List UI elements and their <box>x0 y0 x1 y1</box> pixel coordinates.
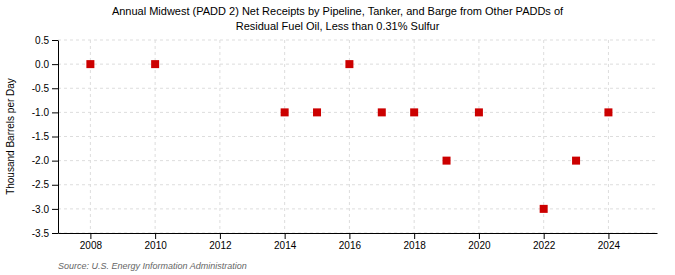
y-tick-mark <box>52 233 58 234</box>
x-tick-mark <box>349 233 350 239</box>
x-tick-label: 2012 <box>209 240 232 251</box>
x-tick-label: 2008 <box>80 240 103 251</box>
y-axis-title: Thousand Barrels per Day <box>5 78 16 195</box>
plot-area: 2008201020122014201620182020202220240.50… <box>32 35 658 251</box>
y-tick-label: -0.5 <box>32 83 50 94</box>
y-tick-label: -2.0 <box>32 155 50 166</box>
y-tick-mark <box>52 185 58 186</box>
x-tick-label: 2018 <box>404 240 427 251</box>
y-axis-line <box>58 41 59 234</box>
y-tick-label: 0.5 <box>35 35 49 46</box>
y-tick: -1.5 <box>32 131 58 142</box>
x-tick: 2024 <box>598 233 621 251</box>
y-tick-mark <box>52 137 58 138</box>
y-tick-label: -3.5 <box>32 228 50 239</box>
x-tick-label: 2020 <box>468 240 491 251</box>
y-axis: 0.5 0.0 -0.5 -1.0 -1.5 -2.0 -2.5 -3.0 -3.5 <box>32 35 59 239</box>
y-tick-label: -3.0 <box>32 204 50 215</box>
y-tick-label: -1.0 <box>32 107 50 118</box>
grid-line-y <box>58 160 657 161</box>
point <box>604 108 612 116</box>
x-tick-mark <box>544 233 545 239</box>
y-tick: 0.0 <box>35 59 58 70</box>
x-tick-label: 2016 <box>339 240 362 251</box>
point <box>86 60 94 68</box>
y-tick-mark <box>52 40 58 41</box>
point <box>345 60 353 68</box>
point <box>443 157 451 165</box>
y-tick-mark <box>52 161 58 162</box>
point <box>378 108 386 116</box>
title: Annual Midwest (PADD 2) Net Receipts by … <box>112 5 564 17</box>
y-tick: -3.5 <box>32 228 58 239</box>
y-tick-label: 0.0 <box>35 59 49 70</box>
x-tick: 2020 <box>468 233 491 251</box>
grid-line-x <box>608 40 609 233</box>
x-tick: 2016 <box>339 233 362 251</box>
x-tick-label: 2014 <box>274 240 297 251</box>
x-tick: 2022 <box>533 233 556 251</box>
point <box>151 60 159 68</box>
chart: 2008201020122014201620182020202220240.50… <box>0 0 675 275</box>
y-tick-mark <box>52 88 58 89</box>
source: Source: U.S. Energy Information Administ… <box>58 261 247 271</box>
x-tick-mark <box>414 233 415 239</box>
x-tick-label: 2022 <box>533 240 556 251</box>
grid-line-x <box>349 40 350 233</box>
x-axis: 2008 2010 2012 2014 2016 2018 2020 2022 2024 <box>59 233 658 251</box>
x-tick: 2014 <box>274 233 297 251</box>
y-tick-mark <box>52 112 58 113</box>
x-tick-mark <box>608 233 609 239</box>
x-tick: 2018 <box>404 233 427 251</box>
x-tick: 2012 <box>209 233 232 251</box>
point <box>281 108 289 116</box>
x-tick-label: 2010 <box>145 240 168 251</box>
point <box>410 108 418 116</box>
point <box>540 205 548 213</box>
grid-line-y <box>58 233 657 234</box>
grid-line-y <box>58 112 657 113</box>
point <box>572 157 580 165</box>
x-tick-label: 2024 <box>598 240 621 251</box>
y-tick-label: -2.5 <box>32 179 50 190</box>
point <box>313 108 321 116</box>
y-tick: -3.0 <box>32 204 58 215</box>
y-tick-label: -1.5 <box>32 131 50 142</box>
grid-line-x <box>284 40 285 233</box>
grid <box>58 40 657 233</box>
grid-line-y <box>58 184 657 185</box>
points <box>86 60 612 213</box>
x-tick: 2010 <box>145 233 168 251</box>
x-tick-mark <box>285 233 286 239</box>
grid-line-y <box>58 64 657 65</box>
point <box>475 108 483 116</box>
y-tick-mark <box>52 64 58 65</box>
grid-line-y <box>58 88 657 89</box>
y-tick: -0.5 <box>32 83 58 94</box>
y-tick: -2.5 <box>32 179 58 190</box>
subtitle: Residual Fuel Oil, Less than 0.31% Sulfu… <box>236 20 440 32</box>
y-tick: -2.0 <box>32 155 58 166</box>
x-tick-mark <box>220 233 221 239</box>
x-tick-mark <box>479 233 480 239</box>
x-tick-mark <box>155 233 156 239</box>
grid-line-y <box>58 40 657 41</box>
x-tick: 2008 <box>80 233 103 251</box>
grid-line-y <box>58 136 657 137</box>
x-tick-mark <box>90 233 91 239</box>
y-tick-mark <box>52 209 58 210</box>
y-tick: -1.0 <box>32 107 58 118</box>
x-axis-line <box>59 233 658 234</box>
grid-line-y <box>58 208 657 209</box>
y-tick: 0.5 <box>35 35 58 46</box>
